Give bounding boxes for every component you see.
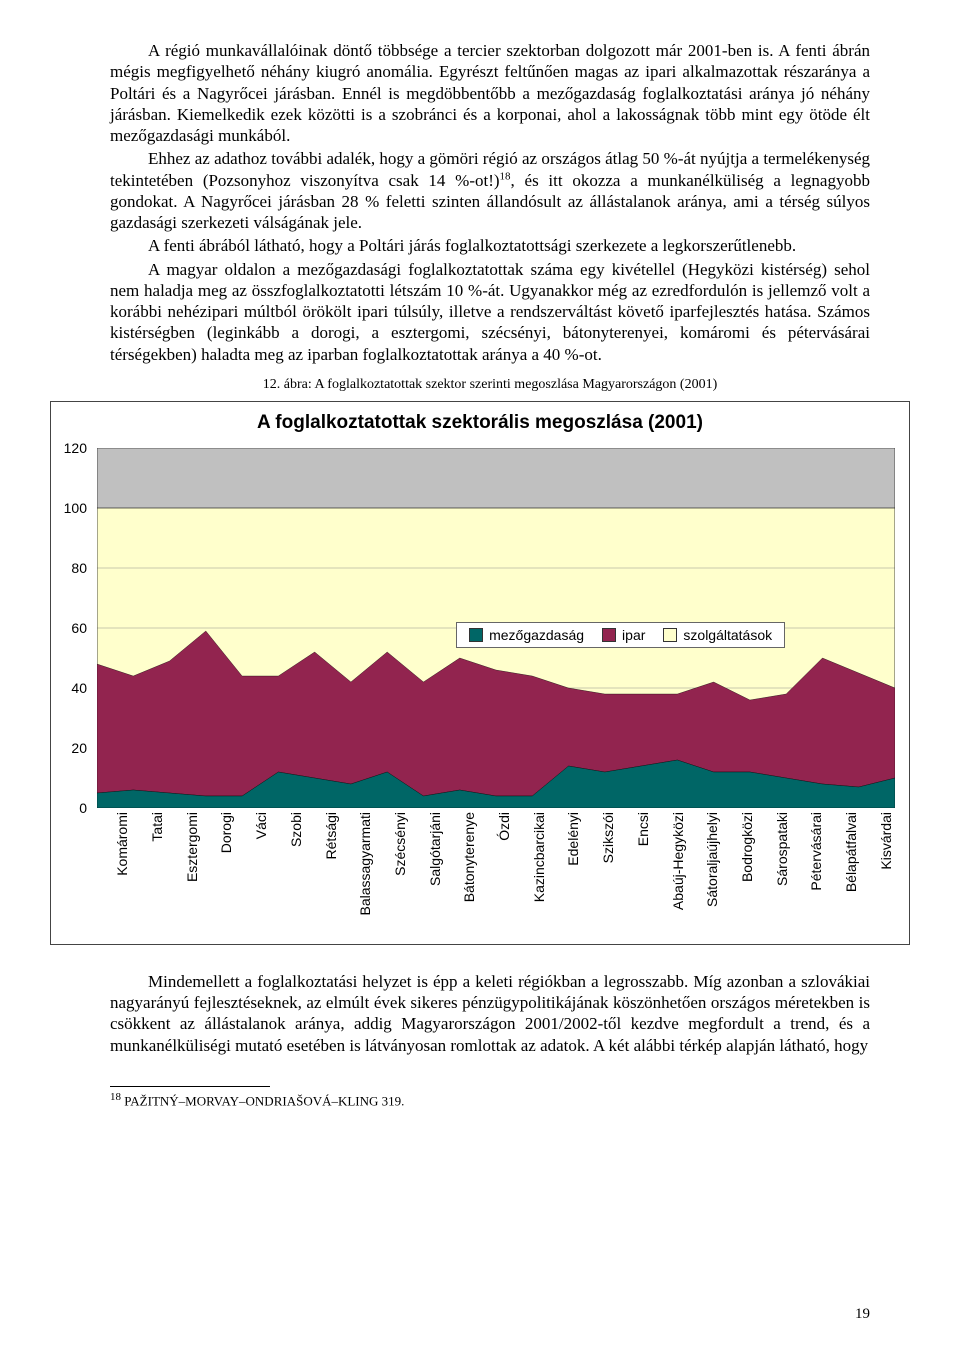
legend-label: szolgáltatások <box>683 627 772 643</box>
figure-caption: 12. ábra: A foglalkoztatottak szektor sz… <box>110 377 870 393</box>
legend-label: mezőgazdaság <box>489 627 584 643</box>
body-text-block: A régió munkavállalóinak döntő többsége … <box>110 40 870 365</box>
legend-item: mezőgazdaság <box>469 627 584 643</box>
x-category-label: Ózdi <box>479 808 514 938</box>
x-category-label: Szécsényi <box>375 808 410 938</box>
x-category-label: Dorogi <box>201 808 236 938</box>
legend-swatch <box>663 628 677 642</box>
x-category-label: Szobi <box>271 808 306 938</box>
chart-y-axis: 020406080100120 <box>63 448 91 808</box>
legend-label: ipar <box>622 627 645 643</box>
footnote: 18 PAŽITNÝ–MORVAY–ONDRIAŠOVÁ–KLING 319. <box>110 1091 870 1109</box>
x-category-label: Tatai <box>132 808 167 938</box>
after-chart-text: Mindemellett a foglalkoztatási helyzet i… <box>110 971 870 1056</box>
legend-swatch <box>602 628 616 642</box>
x-category-label: Szikszói <box>583 808 618 938</box>
x-category-label: Balassagyarmati <box>340 808 375 938</box>
y-tick-label: 120 <box>64 440 87 456</box>
x-category-label: Kazincbarcikai <box>513 808 548 938</box>
x-category-label: Bélapátfalvai <box>826 808 861 938</box>
x-category-label: Encsi <box>618 808 653 938</box>
x-category-label: Edelényi <box>548 808 583 938</box>
paragraph-after: Mindemellett a foglalkoztatási helyzet i… <box>110 971 870 1056</box>
x-category-label: Komáromi <box>97 808 132 938</box>
footnote-rule <box>110 1086 270 1087</box>
legend-item: szolgáltatások <box>663 627 772 643</box>
paragraph-4: A magyar oldalon a mezőgazdasági foglalk… <box>110 259 870 365</box>
paragraph-3: A fenti ábrából látható, hogy a Poltári … <box>110 235 870 256</box>
chart-plot-area: mezőgazdaság ipar szolgáltatások <box>97 448 895 808</box>
x-category-label: Sárospataki <box>756 808 791 938</box>
x-category-label: Bodrogközi <box>722 808 757 938</box>
x-category-label: Sátoraljaújhelyi <box>687 808 722 938</box>
x-category-label: Rétsági <box>305 808 340 938</box>
x-category-label: Abaúj-Hegyközi <box>652 808 687 938</box>
chart-box: 020406080100120 mezőgazdaságiparszolgált… <box>91 448 895 808</box>
paragraph-1: A régió munkavállalóinak döntő többsége … <box>110 40 870 146</box>
x-category-label: Pétervásárai <box>791 808 826 938</box>
y-tick-label: 40 <box>71 680 87 696</box>
y-tick-label: 0 <box>79 800 87 816</box>
chart-frame: A foglalkoztatottak szektorális megoszlá… <box>50 401 910 945</box>
y-tick-label: 100 <box>64 500 87 516</box>
chart-x-axis: KomáromiTataiEsztergomiDorogiVáciSzobiRé… <box>97 808 895 938</box>
x-category-label: Esztergomi <box>166 808 201 938</box>
x-category-label: Váci <box>236 808 271 938</box>
y-tick-label: 60 <box>71 620 87 636</box>
paragraph-2: Ehhez az adathoz további adalék, hogy a … <box>110 148 870 233</box>
chart-title: A foglalkoztatottak szektorális megoszlá… <box>61 412 899 434</box>
x-category-label: Kisvárdai <box>860 808 895 938</box>
x-category-label: Salgótarjáni <box>409 808 444 938</box>
chart-legend: mezőgazdaság ipar szolgáltatások <box>456 622 785 648</box>
y-tick-label: 80 <box>71 560 87 576</box>
footnote-text: PAŽITNÝ–MORVAY–ONDRIAŠOVÁ–KLING 319. <box>121 1093 404 1108</box>
footnote-ref-18: 18 <box>500 170 511 182</box>
x-category-label: Bátonyterenye <box>444 808 479 938</box>
legend-item: ipar <box>602 627 645 643</box>
footnote-num: 18 <box>110 1091 121 1103</box>
legend-swatch <box>469 628 483 642</box>
y-tick-label: 20 <box>71 740 87 756</box>
page-number: 19 <box>855 1306 870 1323</box>
